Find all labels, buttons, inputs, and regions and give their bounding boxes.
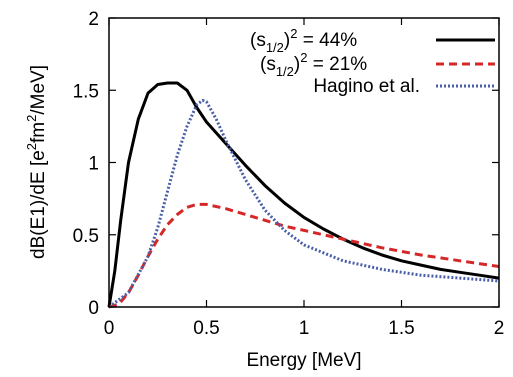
legend-label-3: Hagino et al.: [313, 76, 420, 97]
y-axis-title-part-a: dB(E1)/dE [e: [28, 150, 49, 259]
series-line-3: [108, 98, 500, 309]
legend-label-2: (s1/2)2 = 21%: [260, 50, 367, 79]
series-line-2: [108, 202, 500, 309]
x-tick-label-1: 0.5: [193, 318, 219, 339]
legend: (s1/2)2 = 44% (s1/2)2 = 21% Hagino et al…: [250, 26, 495, 97]
legend-label-1: (s1/2)2 = 44%: [250, 26, 357, 55]
y-tick-label-0: 0: [88, 298, 99, 319]
series-line-1: [107, 81, 500, 308]
y-axis-title-part-d: 2: [24, 115, 39, 122]
y-tick-label-2: 1: [88, 154, 99, 175]
plot-series-group: [107, 81, 500, 309]
x-tick-label-4: 2: [494, 318, 505, 339]
x-tick-label-3: 1.5: [388, 318, 414, 339]
y-tick-label-4: 2: [88, 9, 99, 30]
y-tick-label-3: 1.5: [73, 81, 99, 102]
axis-tick-labels: 0 0.5 1 1.5 2 0 0.5 1 1.5 2: [73, 9, 505, 339]
x-tick-label-2: 1: [299, 318, 310, 339]
y-tick-label-1: 0.5: [73, 226, 99, 247]
y-axis-title: dB(E1)/dE [e2fm2/MeV]: [24, 65, 49, 259]
x-tick-label-0: 0: [104, 318, 115, 339]
axis-ticks: [108, 17, 500, 308]
x-axis-title: Energy [MeV]: [246, 350, 361, 371]
y-axis-title-part-c: fm: [28, 122, 49, 143]
y-axis-title-part-e: /MeV]: [28, 65, 49, 115]
y-axis-title-part-b: 2: [24, 143, 39, 150]
